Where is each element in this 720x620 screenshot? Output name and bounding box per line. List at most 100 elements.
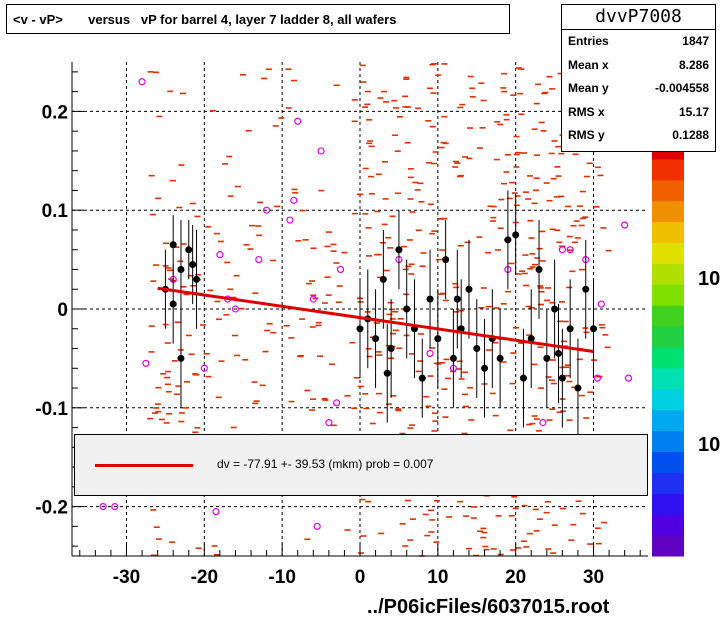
scatter-mark bbox=[431, 230, 438, 232]
scatter-mark bbox=[164, 383, 171, 386]
profile-point bbox=[554, 349, 562, 357]
scatter-mark bbox=[368, 175, 375, 178]
scatter-mark bbox=[440, 141, 447, 144]
wafer-point bbox=[200, 364, 208, 372]
scatter-mark bbox=[454, 162, 461, 164]
profile-point bbox=[177, 354, 185, 362]
scatter-mark bbox=[480, 287, 487, 289]
stats-label: Entries bbox=[568, 34, 609, 48]
scatter-mark bbox=[527, 219, 534, 222]
scatter-mark bbox=[568, 539, 575, 541]
scatter-mark bbox=[514, 195, 521, 197]
scatter-mark bbox=[546, 199, 553, 202]
scatter-mark bbox=[344, 529, 351, 531]
scatter-mark bbox=[550, 382, 557, 385]
wafer-point bbox=[309, 295, 317, 303]
scatter-mark bbox=[429, 347, 436, 349]
scatter-mark bbox=[158, 418, 165, 421]
scatter-mark bbox=[600, 227, 607, 229]
scatter-mark bbox=[583, 331, 590, 334]
scatter-mark bbox=[554, 229, 561, 232]
scatter-mark bbox=[409, 424, 416, 426]
scatter-mark bbox=[480, 536, 487, 539]
scatter-mark bbox=[357, 301, 364, 303]
scatter-mark bbox=[234, 354, 241, 357]
scatter-mark bbox=[578, 268, 585, 271]
scatter-mark bbox=[457, 244, 464, 247]
scatter-mark bbox=[403, 76, 410, 79]
scatter-mark bbox=[385, 236, 392, 239]
scatter-mark bbox=[521, 272, 528, 275]
scatter-mark bbox=[425, 162, 432, 164]
scatter-mark bbox=[576, 358, 583, 361]
scatter-mark bbox=[604, 346, 611, 349]
color-palette bbox=[652, 138, 684, 557]
scatter-mark bbox=[150, 280, 157, 282]
scatter-mark bbox=[432, 151, 439, 153]
scatter-mark bbox=[324, 245, 331, 248]
scatter-mark bbox=[541, 92, 548, 95]
profile-point bbox=[372, 335, 380, 343]
scatter-mark bbox=[150, 509, 157, 511]
scatter-mark bbox=[512, 326, 519, 329]
scatter-mark bbox=[209, 109, 216, 112]
scatter-mark bbox=[386, 313, 393, 316]
scatter-mark bbox=[333, 262, 340, 264]
scatter-mark bbox=[418, 200, 425, 203]
scatter-mark bbox=[527, 175, 534, 177]
scatter-mark bbox=[526, 334, 533, 336]
scatter-mark bbox=[420, 252, 427, 254]
y-tick-label: -0.1 bbox=[35, 399, 68, 420]
scatter-mark bbox=[412, 181, 419, 184]
scatter-mark bbox=[402, 268, 409, 271]
y-tick-label: 0 bbox=[57, 300, 68, 321]
scatter-mark bbox=[558, 152, 565, 155]
scatter-mark bbox=[492, 414, 499, 417]
scatter-mark bbox=[239, 73, 246, 76]
scatter-mark bbox=[392, 310, 399, 313]
scatter-mark bbox=[521, 152, 528, 154]
wafer-point bbox=[111, 503, 119, 511]
scatter-mark bbox=[464, 241, 471, 244]
scatter-mark bbox=[442, 299, 449, 302]
scatter-mark bbox=[288, 400, 295, 403]
scatter-mark bbox=[551, 524, 558, 526]
scatter-mark bbox=[328, 363, 335, 366]
scatter-mark bbox=[455, 368, 462, 370]
scatter-mark bbox=[178, 164, 185, 166]
scatter-mark bbox=[485, 349, 492, 351]
stats-value: -0.004558 bbox=[654, 81, 709, 95]
scatter-mark bbox=[529, 253, 536, 255]
scatter-mark bbox=[462, 156, 469, 158]
scatter-mark bbox=[518, 342, 525, 344]
scatter-mark bbox=[176, 206, 183, 209]
scatter-mark bbox=[391, 99, 398, 102]
scatter-mark bbox=[515, 67, 522, 69]
scatter-mark bbox=[395, 409, 402, 412]
scatter-mark bbox=[336, 285, 343, 287]
scatter-mark bbox=[164, 342, 171, 344]
scatter-mark bbox=[227, 288, 234, 291]
scatter-mark bbox=[377, 97, 384, 99]
scatter-mark bbox=[598, 324, 605, 326]
scatter-mark bbox=[536, 247, 543, 250]
scatter-mark bbox=[445, 377, 452, 380]
fit-legend-line bbox=[95, 464, 193, 467]
scatter-mark bbox=[285, 68, 292, 71]
scatter-mark bbox=[522, 254, 529, 256]
scatter-mark bbox=[364, 90, 371, 93]
scatter-mark bbox=[215, 318, 222, 321]
scatter-mark bbox=[501, 90, 508, 93]
wafer-point bbox=[290, 196, 298, 204]
scatter-mark bbox=[538, 121, 545, 124]
scatter-mark bbox=[403, 78, 410, 80]
scatter-mark bbox=[429, 232, 436, 235]
scatter-mark bbox=[415, 107, 422, 110]
scatter-mark bbox=[247, 248, 254, 250]
scatter-mark bbox=[497, 227, 504, 230]
scatter-mark bbox=[362, 167, 369, 170]
stats-value: 15.17 bbox=[678, 104, 709, 119]
scatter-mark bbox=[529, 422, 536, 425]
x-tick-label: -10 bbox=[268, 567, 295, 588]
scatter-mark bbox=[364, 103, 371, 106]
